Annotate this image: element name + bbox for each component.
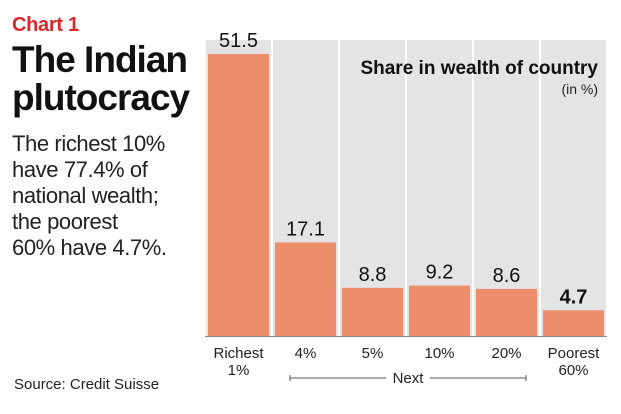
subtitle-line-3: national wealth; bbox=[12, 183, 159, 208]
data-label: 8.8 bbox=[359, 264, 387, 286]
title-line-1: The Indian bbox=[12, 39, 188, 80]
data-label: 4.7 bbox=[560, 286, 588, 308]
data-label: 17.1 bbox=[286, 218, 325, 240]
subtitle-line-1: The richest 10% bbox=[12, 131, 165, 156]
chart-unit-label: (in %) bbox=[561, 81, 598, 97]
bar bbox=[476, 288, 537, 336]
x-tick-label: Richest bbox=[213, 345, 264, 362]
x-tick-label: 20% bbox=[491, 345, 521, 362]
chart-subtitle: The richest 10% have 77.4% of national w… bbox=[12, 131, 197, 261]
source-note: Source: Credit Suisse bbox=[14, 376, 160, 393]
chart-legend-title: Share in wealth of country bbox=[360, 58, 598, 79]
subtitle-line-5: 60% have 4.7%. bbox=[12, 235, 167, 260]
bar bbox=[409, 285, 470, 336]
column-background bbox=[541, 40, 606, 336]
subtitle-line-2: have 77.4% of bbox=[12, 157, 148, 182]
chart-title: The Indian plutocracy bbox=[12, 41, 197, 117]
x-tick-label: 4% bbox=[295, 345, 317, 362]
x-tick-label: Poorest bbox=[548, 345, 601, 362]
subtitle-line-4: the poorest bbox=[12, 209, 118, 234]
group-label: Next bbox=[393, 370, 425, 387]
data-label: 8.6 bbox=[493, 265, 521, 287]
bar bbox=[275, 242, 336, 336]
title-line-2: plutocracy bbox=[12, 77, 190, 118]
column-background bbox=[474, 40, 539, 336]
column-background bbox=[340, 40, 405, 336]
header-block: Chart 1 The Indian plutocracy The riches… bbox=[12, 14, 197, 261]
x-tick-label: 10% bbox=[424, 345, 454, 362]
bar bbox=[342, 287, 403, 336]
x-tick-label: 60% bbox=[558, 362, 588, 379]
bar bbox=[543, 310, 604, 336]
x-tick-label: 5% bbox=[362, 345, 384, 362]
bar bbox=[208, 54, 269, 336]
chart-kicker: Chart 1 bbox=[12, 14, 79, 36]
x-tick-label: 1% bbox=[228, 362, 250, 379]
data-label: 51.5 bbox=[219, 30, 258, 52]
data-label: 9.2 bbox=[426, 262, 454, 284]
